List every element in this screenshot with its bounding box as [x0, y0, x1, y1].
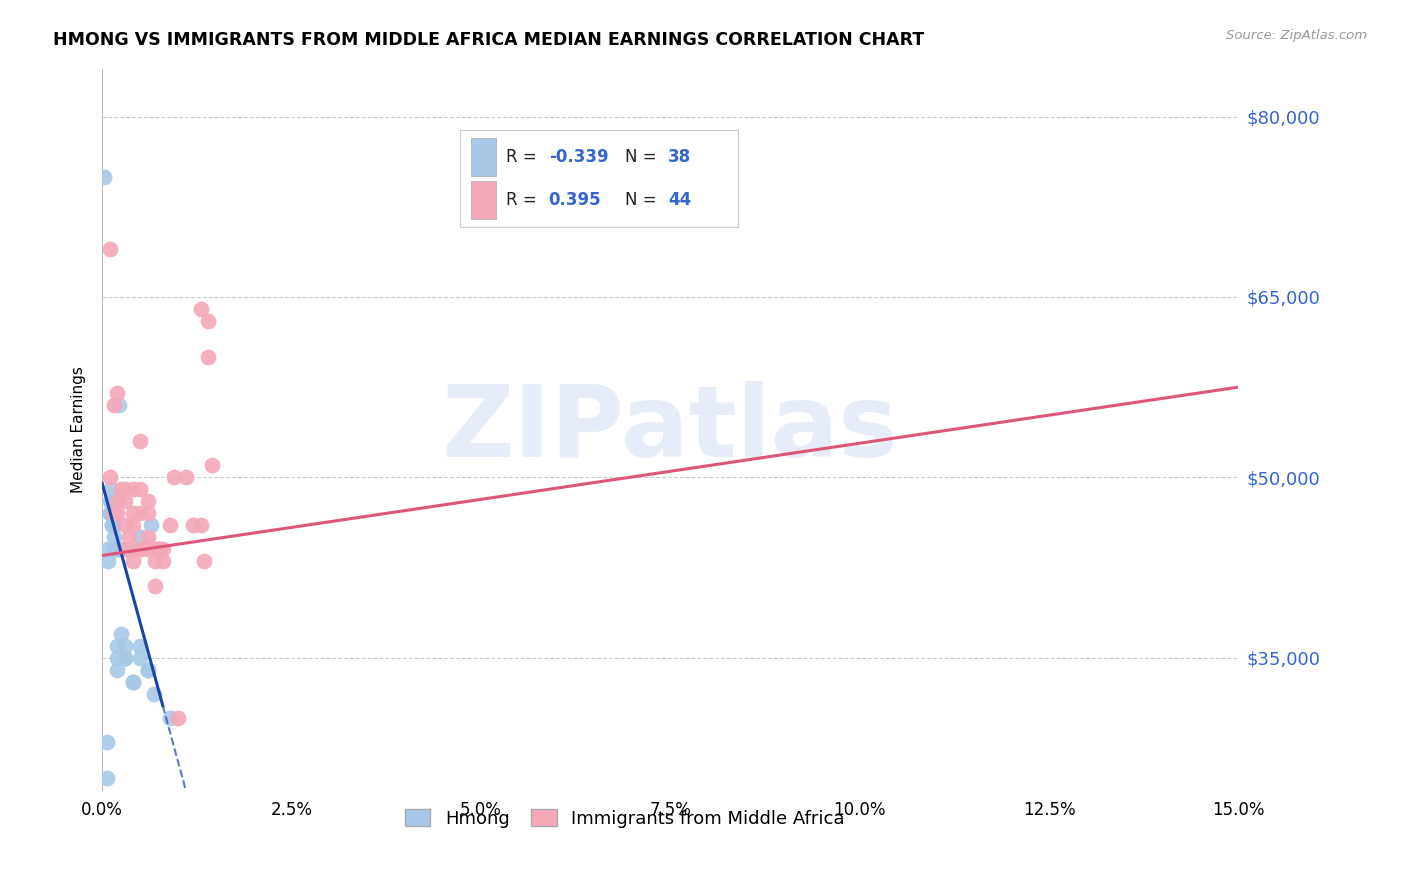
Point [143, 578, 166, 592]
Point [163, 470, 186, 484]
Point [118, 542, 141, 557]
Point [197, 350, 219, 364]
Point [108, 398, 131, 412]
Point [98, 470, 121, 484]
Point [129, 507, 152, 521]
Point [121, 518, 143, 533]
Point [114, 639, 136, 653]
Point [103, 507, 125, 521]
Point [152, 554, 174, 568]
Point [129, 542, 152, 557]
Point [129, 639, 152, 653]
Point [190, 518, 212, 533]
Bar [471, 138, 496, 176]
Point [136, 542, 159, 557]
Point [136, 507, 159, 521]
Point [114, 650, 136, 665]
Point [121, 507, 143, 521]
Point [159, 711, 181, 725]
Text: 38: 38 [668, 148, 692, 166]
Point [101, 518, 124, 533]
Point [193, 554, 215, 568]
Point [129, 542, 152, 557]
Point [118, 530, 141, 544]
Point [97, 554, 120, 568]
Point [96, 771, 118, 785]
Point [114, 494, 136, 508]
Point [100, 507, 122, 521]
Point [143, 542, 166, 557]
Point [98, 494, 121, 508]
Point [110, 626, 132, 640]
Point [105, 386, 128, 401]
Point [148, 542, 170, 557]
Y-axis label: Median Earnings: Median Earnings [72, 366, 86, 492]
Text: N =: N = [624, 148, 662, 166]
Point [129, 483, 152, 497]
Point [141, 518, 163, 533]
Point [121, 674, 143, 689]
Point [190, 301, 212, 316]
Point [121, 483, 143, 497]
Point [104, 542, 127, 557]
Point [96, 735, 118, 749]
Point [129, 434, 152, 449]
Point [136, 663, 159, 677]
Point [105, 650, 128, 665]
Point [129, 530, 152, 544]
Point [136, 663, 159, 677]
Text: HMONG VS IMMIGRANTS FROM MIDDLE AFRICA MEDIAN EARNINGS CORRELATION CHART: HMONG VS IMMIGRANTS FROM MIDDLE AFRICA M… [53, 31, 925, 49]
Text: ZIPatlas: ZIPatlas [441, 381, 898, 478]
Point [143, 554, 166, 568]
Point [114, 518, 136, 533]
Point [129, 650, 152, 665]
Point [136, 494, 159, 508]
Point [167, 711, 190, 725]
Point [98, 507, 121, 521]
Text: 0.395: 0.395 [548, 191, 602, 209]
Point [201, 458, 224, 473]
Text: R =: R = [506, 191, 547, 209]
Text: Source: ZipAtlas.com: Source: ZipAtlas.com [1226, 29, 1367, 42]
Point [174, 470, 197, 484]
Point [98, 507, 121, 521]
Point [103, 542, 125, 557]
FancyBboxPatch shape [460, 130, 738, 227]
Point [114, 542, 136, 557]
Point [93, 169, 115, 184]
Text: R =: R = [506, 148, 541, 166]
Point [101, 518, 124, 533]
Point [100, 483, 122, 497]
Point [136, 530, 159, 544]
Point [121, 554, 143, 568]
Point [197, 314, 219, 328]
Point [105, 494, 128, 508]
Point [114, 483, 136, 497]
Point [148, 542, 170, 557]
Point [103, 542, 125, 557]
Text: 44: 44 [668, 191, 692, 209]
Point [121, 674, 143, 689]
Point [103, 530, 125, 544]
Point [105, 639, 128, 653]
Point [97, 542, 120, 557]
Point [105, 663, 128, 677]
Point [152, 542, 174, 557]
Point [105, 507, 128, 521]
Bar [471, 181, 496, 219]
Legend: Hmong, Immigrants from Middle Africa: Hmong, Immigrants from Middle Africa [398, 802, 852, 835]
Point [103, 398, 125, 412]
Text: -0.339: -0.339 [548, 148, 609, 166]
Point [159, 518, 181, 533]
Point [108, 542, 131, 557]
Text: N =: N = [624, 191, 662, 209]
Point [103, 518, 125, 533]
Point [98, 242, 121, 256]
Point [181, 518, 204, 533]
Point [100, 494, 122, 508]
Point [110, 483, 132, 497]
Point [142, 687, 165, 701]
Point [114, 650, 136, 665]
